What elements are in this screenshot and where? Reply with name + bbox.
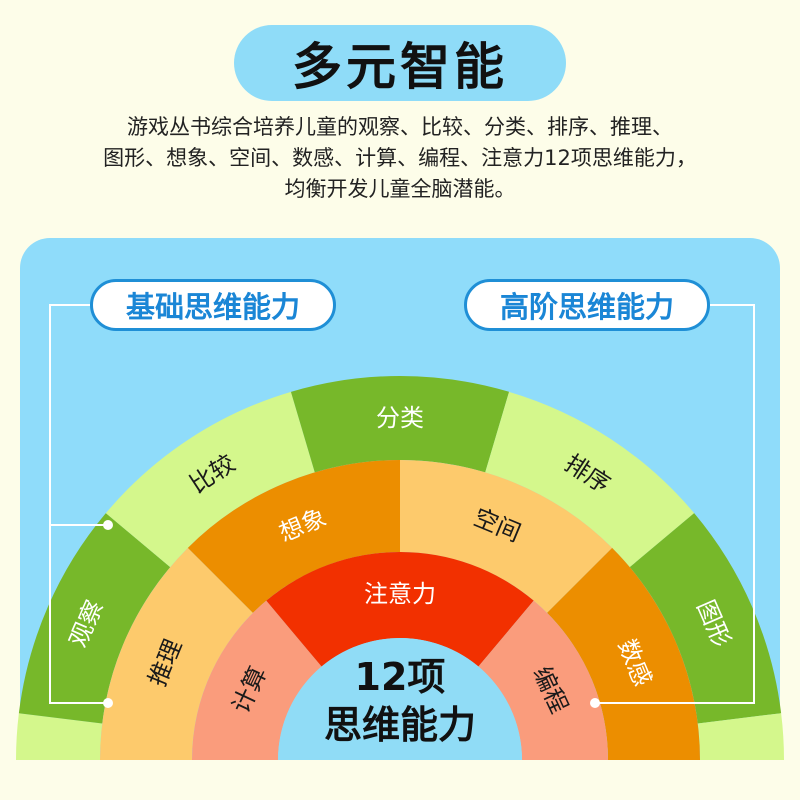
connector-dot — [103, 520, 113, 530]
title-pill: 多元智能 — [234, 25, 566, 101]
description-line: 图形、想象、空间、数感、计算、编程、注意力12项思维能力， — [103, 146, 697, 170]
middle-segment — [100, 547, 253, 760]
middle-segment — [187, 460, 400, 613]
description-line: 游戏丛书综合培养儿童的观察、比较、分类、排序、推理、 — [127, 115, 673, 139]
description-line: 均衡开发儿童全脑潜能。 — [284, 177, 516, 201]
connector-line-left — [49, 304, 108, 526]
connector-line-right — [595, 304, 755, 704]
page-title: 多元智能 — [292, 38, 508, 96]
middle-segment — [400, 460, 613, 613]
outer-segment — [18, 513, 171, 724]
connector-dot — [103, 698, 113, 708]
outer-segment — [16, 713, 103, 760]
center-text-2: 思维能力 — [324, 703, 476, 747]
center-text-1: 12项 — [355, 655, 446, 699]
middle-segment — [547, 547, 700, 760]
inner-segment — [478, 600, 608, 760]
connector-line-left — [49, 525, 108, 704]
outer-segment — [697, 713, 784, 760]
connector-dot — [590, 698, 600, 708]
outer-segment — [485, 391, 695, 568]
badge-basic: 基础思维能力 — [90, 279, 336, 331]
outer-segment — [105, 391, 315, 568]
outer-segment — [629, 513, 782, 724]
inner-segment — [192, 600, 322, 760]
inner-segment — [266, 552, 534, 667]
description: 游戏丛书综合培养儿童的观察、比较、分类、排序、推理、 图形、想象、空间、数感、计… — [40, 112, 760, 205]
badge-advanced: 高阶思维能力 — [464, 279, 710, 331]
outer-label: 分类 — [376, 404, 424, 432]
inner-label: 注意力 — [364, 580, 436, 608]
center-circle — [278, 638, 522, 760]
outer-segment — [290, 376, 510, 473]
